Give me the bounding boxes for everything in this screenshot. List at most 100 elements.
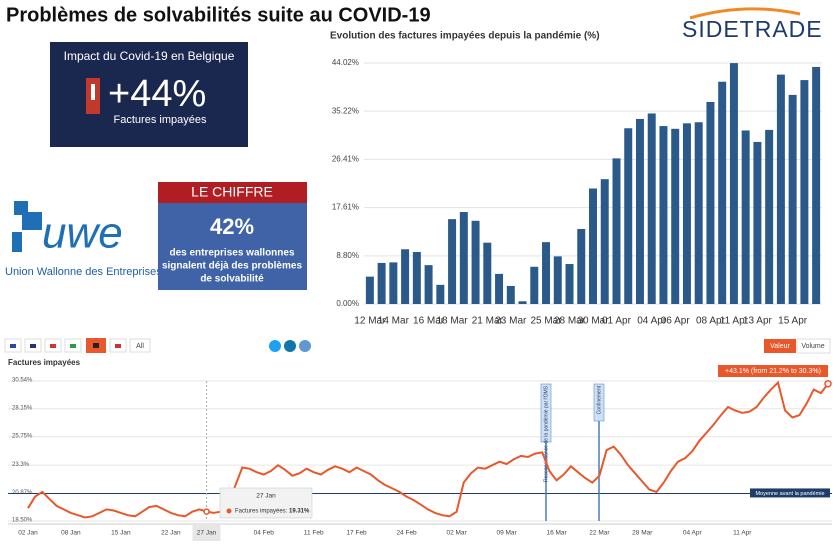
bar — [776, 74, 785, 305]
uwe-name: Union Wallonne des Entreprises — [5, 266, 162, 278]
bar — [788, 94, 797, 304]
banner — [50, 42, 248, 147]
reference-label-box — [750, 488, 830, 498]
bar — [506, 285, 515, 304]
y-tick-label: 8.80% — [336, 251, 359, 260]
x-tick-label: 22 Mar — [589, 530, 610, 537]
event-label: Reconnaissance de la pandémie par l'OMS — [543, 385, 549, 482]
bar — [647, 113, 656, 304]
tab-all-label: All — [136, 343, 144, 350]
y-tick-label: 35.22% — [332, 106, 359, 115]
tooltip-value: 19.31% — [289, 509, 310, 515]
bar — [612, 158, 621, 304]
x-tick-label: 25 Mar — [530, 316, 562, 327]
flag — [93, 343, 99, 348]
tab-all[interactable] — [129, 338, 151, 353]
x-tick-label: 01 Apr — [602, 316, 632, 327]
x-tick-label: 08 Jan — [61, 530, 81, 537]
flag-tabs: All — [4, 338, 151, 353]
bar — [624, 128, 633, 304]
x-tick-label: 04 Apr — [637, 316, 667, 327]
x-tick-label: 24 Feb — [396, 530, 417, 537]
bar — [706, 101, 715, 304]
share-reddit[interactable] — [299, 340, 311, 352]
event-box — [593, 383, 605, 422]
bar — [671, 128, 680, 304]
bar — [812, 66, 821, 305]
banner-caption: Factures impayées — [114, 114, 207, 126]
event-label: Confinement — [596, 385, 602, 414]
reference-label: Moyenne avant la pandémie — [755, 491, 824, 497]
x-tick-label: 15 Apr — [778, 316, 808, 327]
y-tick-label: 23.3% — [12, 462, 30, 468]
banner-icon — [91, 84, 95, 100]
bar — [542, 242, 551, 304]
bar — [471, 220, 480, 304]
share-twitter[interactable] — [269, 340, 281, 352]
x-tick-label: 22 Jan — [161, 530, 181, 537]
y-tick-label: 26.41% — [332, 155, 359, 164]
flag — [30, 344, 36, 348]
bar — [412, 251, 421, 304]
bar — [753, 141, 762, 304]
button-label: Volume — [801, 343, 824, 350]
y-tick-label: 44.02% — [332, 58, 359, 67]
chart-title: Factures impayées — [8, 358, 81, 367]
x-tick-label: 27 Jan — [197, 530, 217, 537]
bar — [800, 80, 809, 304]
x-tick-label: 06 Apr — [661, 316, 691, 327]
tooltip-date: 27 Jan — [256, 493, 276, 500]
bar — [518, 301, 527, 304]
bar — [600, 179, 609, 304]
x-tick-label: 04 Feb — [254, 530, 275, 537]
point — [203, 508, 210, 515]
tooltip — [219, 487, 313, 519]
bar — [694, 122, 703, 304]
x-tick-label: 04 Apr — [683, 530, 703, 537]
x-tick-label: 16 Mar — [413, 316, 445, 327]
chiffre-line: de solvabilité — [200, 274, 264, 285]
tooltip-dot — [226, 508, 232, 514]
x-tick-label: 17 Feb — [346, 530, 367, 537]
uwe-square — [14, 201, 28, 215]
bar — [365, 276, 374, 304]
bar — [389, 262, 398, 304]
x-tick-label: 02 Jan — [18, 530, 38, 537]
chiffre-line: des entreprises wallonnes — [169, 248, 294, 259]
chiffre-heading: LE CHIFFRE — [191, 184, 273, 200]
bar — [577, 228, 586, 304]
bar — [635, 118, 644, 304]
chiffre-figure: 42% — [210, 214, 254, 239]
page-title: Problèmes de solvabilités suite au COVID… — [6, 4, 431, 26]
bar — [377, 262, 386, 304]
bar — [682, 123, 691, 304]
button-valeur[interactable] — [764, 339, 796, 353]
bar — [729, 63, 738, 304]
x-tick-label: 14 Mar — [378, 316, 410, 327]
button-volume[interactable] — [796, 338, 831, 354]
x-tick-label: 28 Mar — [632, 530, 653, 537]
x-tick-label: 11 Apr — [720, 316, 749, 327]
banner-figure: +44% — [108, 73, 206, 115]
bar — [401, 249, 410, 304]
x-tick-label: 16 Mar — [546, 530, 567, 537]
event-box — [540, 383, 552, 443]
x-tick-label: 18 Mar — [437, 316, 469, 327]
banner-heading: Impact du Covid-19 en Belgique — [64, 49, 235, 63]
y-tick-label: 28.15% — [12, 405, 33, 411]
flag — [115, 344, 121, 348]
annotation-box — [718, 365, 828, 377]
crosshair-label-box — [192, 525, 221, 541]
share-linkedin[interactable] — [284, 340, 296, 352]
bar — [483, 242, 492, 304]
x-tick-label: 08 Apr — [696, 316, 726, 327]
bar — [565, 264, 574, 304]
x-tick-label: 30 Mar — [577, 316, 609, 327]
x-tick-label: 12 Mar — [354, 316, 386, 327]
logo-swoosh — [689, 7, 801, 20]
uwe-square — [12, 232, 22, 252]
bar — [659, 126, 668, 304]
logo: SIDETRADE — [682, 16, 823, 42]
